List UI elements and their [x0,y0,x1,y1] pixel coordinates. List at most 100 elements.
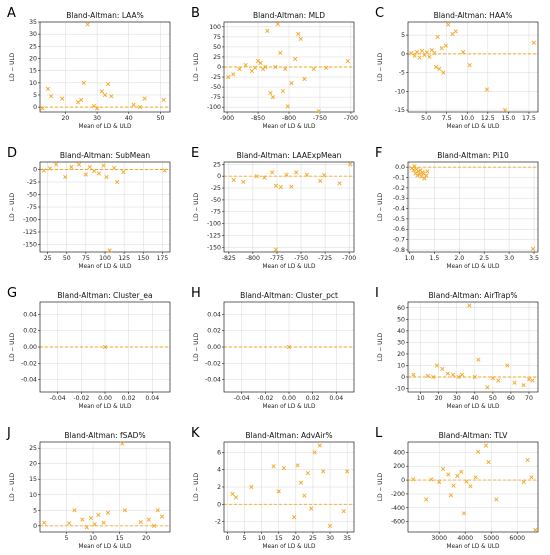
data-point-stroke [531,40,537,45]
data-point-stroke [476,449,481,454]
data-point [83,172,89,177]
data-point-stroke [451,372,456,377]
x-tick-label: 50 [157,115,165,122]
x-axis-label: Mean of LD & ULD [79,264,132,270]
data-point-stroke [318,178,323,184]
data-point-stroke [47,166,53,171]
data-point [69,164,74,170]
data-point-stroke [529,475,534,480]
data-point-stroke [305,471,310,476]
data-point-stroke [298,480,304,485]
data-point [243,62,248,68]
y-tick-label: -100 [207,104,221,111]
y-tick-label: 30 [397,339,405,346]
data-point [530,246,536,252]
data-point [109,94,114,99]
x-tick-label: 40 [125,115,133,122]
y-tick-label: -0.6 [393,226,405,233]
data-point-stroke [273,64,278,70]
y-tick-label: 5 [33,507,37,514]
y-tick-label: 20 [397,351,405,358]
data-point [40,106,45,111]
data-point-stroke [437,66,442,71]
data-point [122,508,128,513]
data-point-stroke [324,65,329,70]
data-point-stroke [486,459,491,465]
data-point [459,469,464,474]
y-tick-label: 15 [29,68,37,75]
x-axis-label: Mean of LD & ULD [447,404,500,410]
x-tick-label: 5.0 [421,115,431,122]
data-point-stroke [270,95,276,100]
x-tick-label: 10 [417,395,425,402]
data-point [486,459,491,465]
x-tick-label: 2.5 [479,255,489,262]
data-point-stroke [473,475,478,480]
y-tick-label: -0.02 [205,360,221,367]
x-tick-label: 1.0 [405,255,415,262]
data-point-stroke [76,162,82,167]
x-tick-label: 30 [93,115,101,122]
panel-letter: K [191,426,200,441]
panel-letter: F [375,146,382,161]
data-point-stroke [512,380,517,385]
data-point-stroke [67,521,72,526]
data-point-stroke [437,480,442,485]
y-tick-label: 4 [217,467,221,474]
x-tick-label: 150 [137,255,149,262]
data-point-stroke [425,373,430,378]
data-point [345,469,350,474]
data-point-stroke [422,176,427,181]
data-point-stroke [231,72,236,77]
data-point [348,162,353,167]
data-point-stroke [112,165,117,171]
data-point [263,64,268,70]
data-point [427,54,432,59]
x-tick-label: 10.0 [460,115,474,122]
y-tick-label: 0 [217,173,221,180]
data-point [84,525,89,530]
data-point [87,164,92,170]
data-point-stroke [255,58,261,64]
data-point [461,511,467,516]
data-point [275,21,280,27]
x-tick-label: 15 [275,535,283,542]
x-tick-label: 60 [507,395,515,402]
data-point-stroke [296,31,301,37]
data-point [231,72,236,77]
data-point [424,173,429,178]
panel-letter: C [375,6,384,21]
plot-frame [407,21,539,113]
panel-title: Bland-Altman: AirTrap% [429,291,518,300]
data-point [230,491,235,497]
panel-letter: L [375,426,383,441]
data-point [138,519,143,525]
data-point-stroke [439,46,444,51]
data-point [502,108,508,113]
data-point [467,63,472,68]
data-point-stroke [309,506,314,511]
y-tick-label: 10 [29,492,37,499]
x-axis-label: Mean of LD & ULD [79,404,132,410]
data-point [304,172,309,177]
data-point-stroke [453,29,458,34]
data-point-stroke [155,508,160,513]
y-tick-label: 10 [397,362,405,369]
data-point [451,483,456,488]
y-tick-label: -75 [211,209,221,216]
data-point-stroke [162,168,167,173]
data-point-stroke [142,96,147,101]
data-point [289,80,294,86]
y-tick-label: 0.00 [23,344,37,351]
data-point [412,53,417,58]
plot-frame [407,301,539,393]
data-point [265,28,270,33]
data-point [446,472,451,477]
data-point [42,520,47,525]
data-point [529,475,534,480]
data-point-stroke [431,374,436,380]
data-point-stroke [137,105,142,110]
y-tick-label: -150 [207,244,221,251]
x-tick-label: 25 [44,255,52,262]
y-axis-label: LD − ULD [10,52,16,81]
